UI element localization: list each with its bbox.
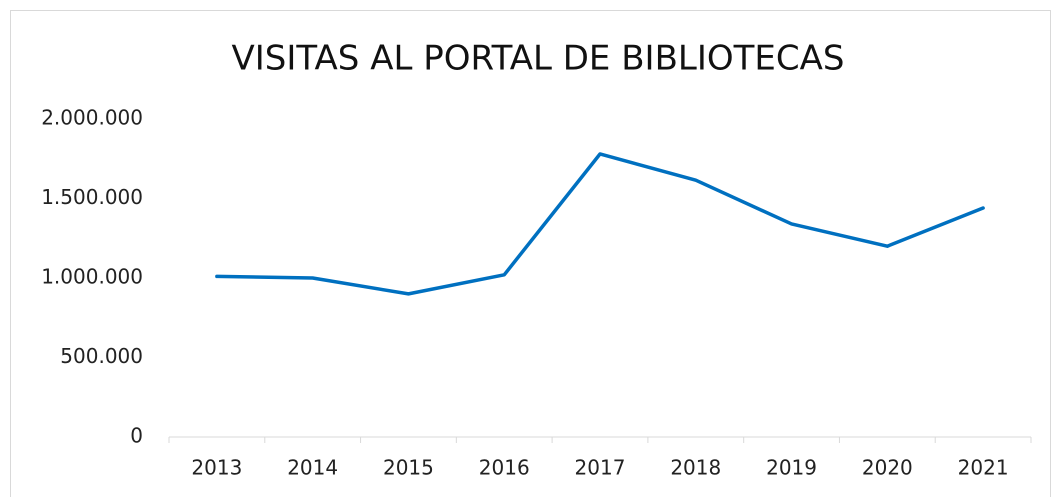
x-tick-label: 2017 bbox=[575, 456, 626, 480]
chart-title: VISITAS AL PORTAL DE BIBLIOTECAS bbox=[232, 39, 845, 79]
x-tick-label: 2018 bbox=[670, 456, 721, 480]
x-tick-label: 2014 bbox=[287, 456, 338, 480]
x-tick-label: 2019 bbox=[766, 456, 817, 480]
y-tick-label: 2.000.000 bbox=[41, 106, 143, 130]
x-tick-label: 2021 bbox=[958, 456, 1009, 480]
chart-border bbox=[10, 10, 1051, 497]
x-tick-label: 2015 bbox=[383, 456, 434, 480]
y-tick-label: 1.000.000 bbox=[41, 265, 143, 289]
y-tick-label: 0 bbox=[130, 424, 143, 448]
x-tick-label: 2020 bbox=[862, 456, 913, 480]
x-tick-label: 2016 bbox=[479, 456, 530, 480]
y-tick-label: 500.000 bbox=[60, 344, 143, 368]
data-line bbox=[215, 152, 985, 296]
y-tick-label: 1.500.000 bbox=[41, 185, 143, 209]
x-tick-label: 2013 bbox=[191, 456, 242, 480]
